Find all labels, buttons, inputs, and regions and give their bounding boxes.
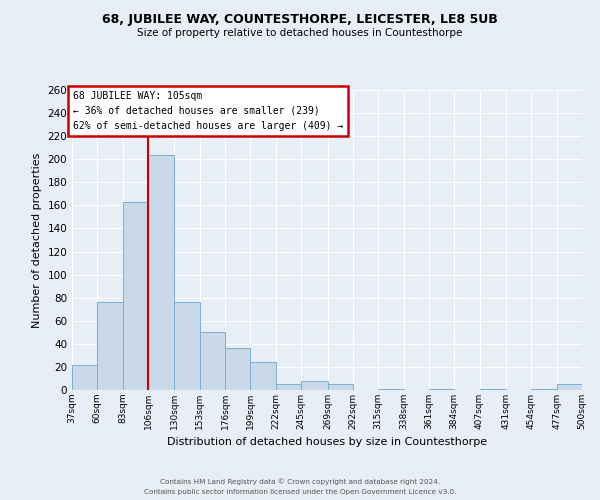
X-axis label: Distribution of detached houses by size in Countesthorpe: Distribution of detached houses by size … (167, 438, 487, 448)
Text: 68 JUBILEE WAY: 105sqm
← 36% of detached houses are smaller (239)
62% of semi-de: 68 JUBILEE WAY: 105sqm ← 36% of detached… (73, 91, 343, 131)
Bar (250, 362, 276, 390)
Bar (557, 384, 582, 390)
Bar (122, 202, 148, 390)
Bar (200, 332, 225, 390)
Bar (479, 389, 506, 390)
Bar (72, 364, 97, 390)
Bar (532, 389, 557, 390)
Bar (97, 302, 122, 390)
Bar (301, 381, 328, 390)
Text: Contains public sector information licensed under the Open Government Licence v3: Contains public sector information licen… (144, 489, 456, 495)
Bar (328, 384, 353, 390)
Bar (148, 154, 175, 390)
Bar (175, 302, 200, 390)
Text: Contains HM Land Registry data © Crown copyright and database right 2024.: Contains HM Land Registry data © Crown c… (160, 478, 440, 485)
Bar (276, 384, 301, 390)
Text: 68, JUBILEE WAY, COUNTESTHORPE, LEICESTER, LE8 5UB: 68, JUBILEE WAY, COUNTESTHORPE, LEICESTE… (102, 12, 498, 26)
Text: Size of property relative to detached houses in Countesthorpe: Size of property relative to detached ho… (137, 28, 463, 38)
Bar (225, 348, 250, 390)
Y-axis label: Number of detached properties: Number of detached properties (32, 152, 42, 328)
Bar (378, 389, 404, 390)
Bar (429, 389, 454, 390)
